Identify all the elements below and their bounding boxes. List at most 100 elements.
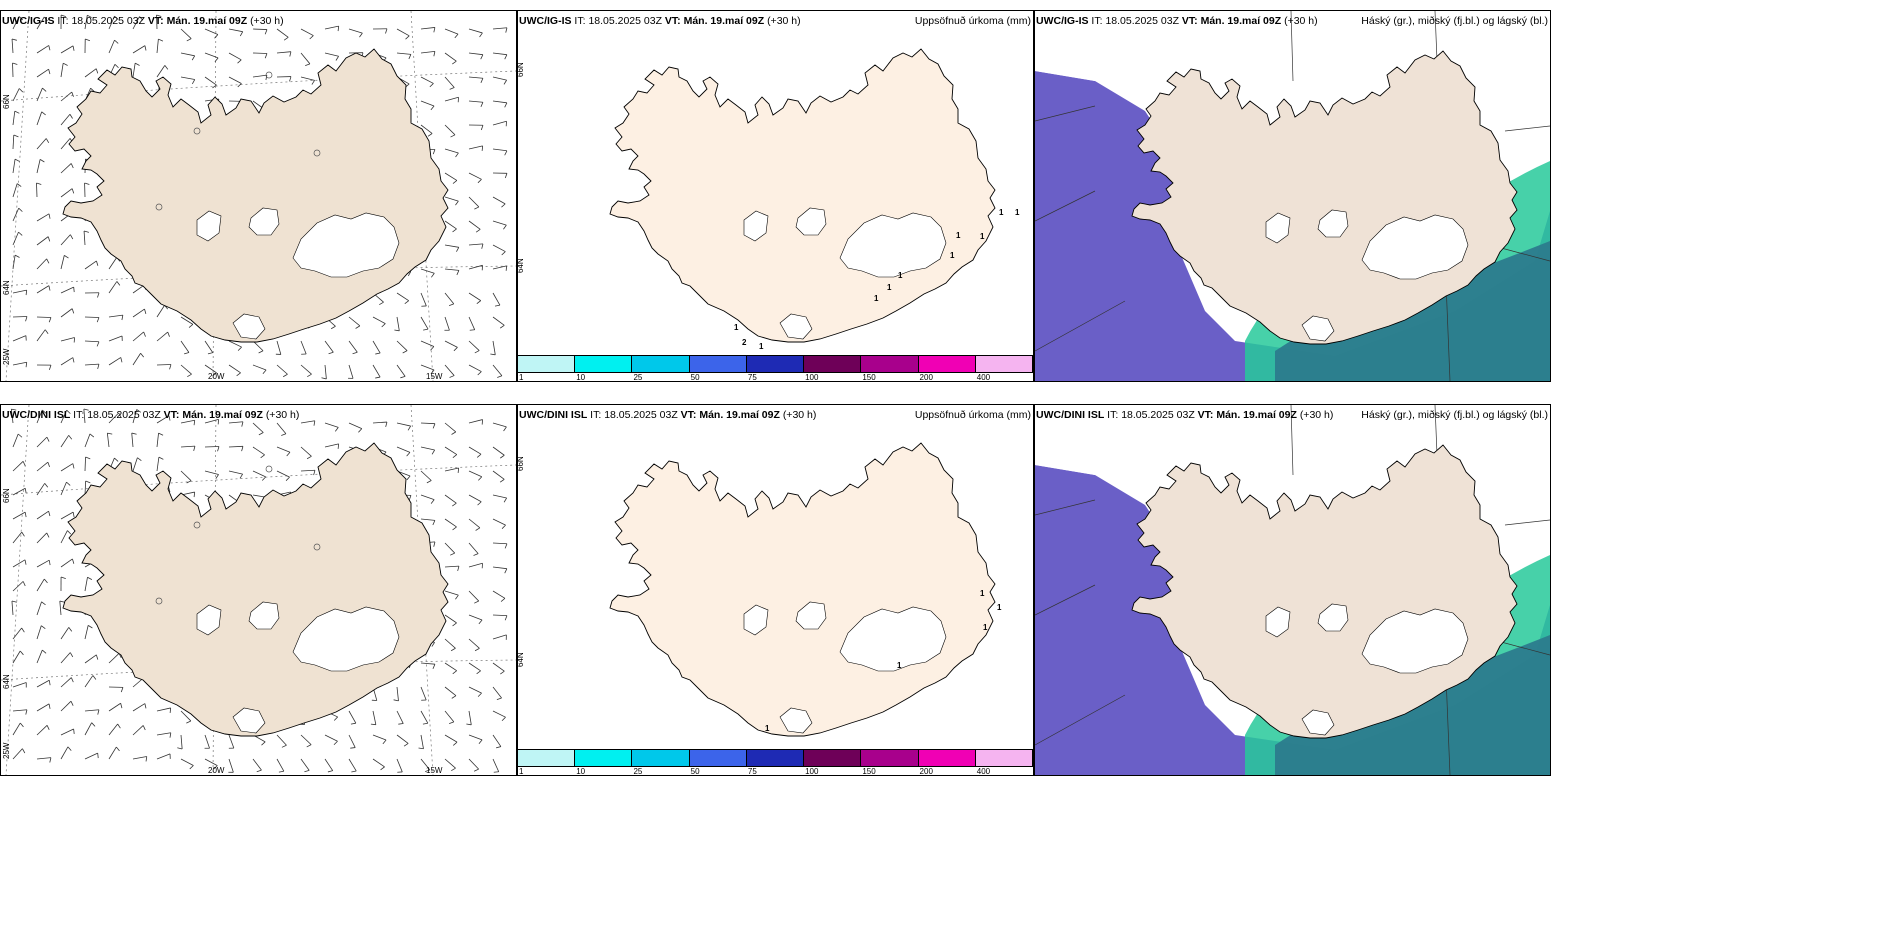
precip-value: 1 bbox=[956, 231, 961, 240]
colorbar-tick-label: 150 bbox=[862, 767, 876, 776]
precip-value: 1 bbox=[897, 661, 902, 670]
colorbar-swatch bbox=[518, 750, 576, 766]
lon-label-25w: 25W bbox=[2, 348, 11, 365]
precip-value: 1 bbox=[980, 589, 985, 598]
precip-value: 1 bbox=[759, 342, 764, 351]
colorbar-tick-label: 75 bbox=[747, 767, 757, 776]
panel-header: UWC/DINI ISL IT: 18.05.2025 03Z VT: Mán.… bbox=[519, 409, 816, 421]
model-name: UWC/DINI ISL bbox=[519, 409, 588, 421]
init-time-label: IT: bbox=[574, 15, 586, 27]
colorbar-swatch bbox=[975, 356, 1033, 372]
precip-value: 1 bbox=[898, 271, 903, 280]
panel-header: UWC/DINI ISL IT: 18.05.2025 03Z VT: Mán.… bbox=[2, 409, 299, 421]
init-time-value: 18.05.2025 03Z bbox=[588, 15, 662, 27]
colorbar-swatch bbox=[804, 356, 862, 372]
colorbar-tick-label: 75 bbox=[747, 373, 757, 382]
lead-time: (+30 h) bbox=[265, 409, 300, 421]
init-time-value: 18.05.2025 03Z bbox=[87, 409, 161, 421]
colorbar-tick-label: 50 bbox=[690, 767, 700, 776]
precip-value: 1 bbox=[765, 724, 770, 733]
precip-value: 1 bbox=[997, 603, 1002, 612]
precip-title: Uppsöfnuð úrkoma (mm) bbox=[914, 15, 1031, 27]
colorbar-tick-label: 400 bbox=[976, 373, 991, 382]
colorbar-swatch bbox=[804, 750, 862, 766]
colorbar-swatch bbox=[575, 750, 633, 766]
iceland-landmass bbox=[609, 442, 996, 737]
lat-label-64n: 64N bbox=[2, 280, 11, 295]
cloud-map bbox=[1035, 11, 1550, 381]
lat-label-66n: 66N bbox=[2, 94, 11, 109]
calm-markers bbox=[155, 465, 321, 605]
colorbar-swatch bbox=[518, 356, 576, 372]
precip-value: 1 bbox=[1015, 208, 1020, 217]
init-time-value: 18.05.2025 03Z bbox=[604, 409, 678, 421]
colorbar-tick-label: 1 bbox=[519, 373, 524, 382]
panel-header: UWC/DINI ISL IT: 18.05.2025 03Z VT: Mán.… bbox=[1036, 409, 1333, 421]
precip-value: 1 bbox=[734, 323, 739, 332]
colorbar-tick-label: 100 bbox=[805, 373, 819, 382]
valid-time-value: Mán. 19.maí 09Z bbox=[683, 15, 765, 27]
lat-label-64n: 64N bbox=[2, 674, 11, 689]
colorbar-tick-label: 25 bbox=[633, 373, 643, 382]
cloud-title: Háský (gr.), miðský (fj.bl.) og lágský (… bbox=[1361, 409, 1548, 421]
model-name: UWC/IG-IS bbox=[2, 15, 55, 27]
init-time-value: 18.05.2025 03Z bbox=[1121, 409, 1195, 421]
panel-header: UWC/IG-IS IT: 18.05.2025 03Z VT: Mán. 19… bbox=[519, 15, 801, 27]
lead-time: (+30 h) bbox=[1284, 15, 1318, 27]
colorbar-swatch bbox=[861, 356, 919, 372]
lon-label-25w: 25W bbox=[2, 742, 11, 759]
lat-label-64n: 64N bbox=[517, 258, 525, 273]
lead-time: (+30 h) bbox=[1299, 409, 1334, 421]
colorbar-swatch bbox=[861, 750, 919, 766]
precip-value: 1 bbox=[887, 283, 892, 292]
valid-time-label: VT: bbox=[680, 409, 697, 421]
init-time-label: IT: bbox=[1091, 15, 1103, 27]
precip-value: 1 bbox=[950, 251, 955, 260]
init-time-label: IT: bbox=[57, 15, 69, 27]
valid-time-label: VT: bbox=[163, 409, 180, 421]
lat-label-66n: 66N bbox=[517, 456, 525, 471]
lat-label-64n: 64N bbox=[517, 652, 525, 667]
wind-panel: 20W 15W 25W 66N 64N UWC/DINI ISL IT: 18.05.20… bbox=[0, 404, 517, 776]
valid-time-label: VT: bbox=[147, 15, 164, 27]
colorbar-tick-label: 200 bbox=[919, 767, 933, 776]
valid-time-label: VT: bbox=[664, 15, 681, 27]
colorbar-tick-label: 1 bbox=[519, 767, 524, 776]
lead-time: (+30 h) bbox=[250, 15, 284, 27]
valid-time-label: VT: bbox=[1197, 409, 1214, 421]
calm-markers bbox=[155, 71, 321, 211]
precip-map bbox=[609, 48, 996, 343]
wind-panel: 20W 15W 25W 66N 64N UWC/IG-IS IT: 18.05.2025 … bbox=[0, 10, 517, 382]
panel-header: UWC/IG-IS IT: 18.05.2025 03Z VT: Mán. 19… bbox=[2, 15, 284, 27]
lon-label-20w: 20W bbox=[208, 766, 225, 775]
colorbar-swatch bbox=[575, 356, 633, 372]
panel-header: UWC/IG-IS IT: 18.05.2025 03Z VT: Mán. 19… bbox=[1036, 15, 1318, 27]
colorbar-tick-label: 25 bbox=[633, 767, 643, 776]
colorbar-swatch bbox=[918, 356, 976, 372]
precip-value: 1 bbox=[999, 208, 1004, 217]
colorbar-swatch bbox=[975, 750, 1033, 766]
colorbar-swatch bbox=[746, 356, 805, 372]
model-name: UWC/IG-IS bbox=[1036, 15, 1089, 27]
valid-time-value: Mán. 19.maí 09Z bbox=[182, 409, 263, 421]
colorbar-ticks: 1 10 25 50 75 100 150 200 400 bbox=[518, 373, 1033, 382]
cloud-panel: UWC/IG-IS IT: 18.05.2025 03Z VT: Mán. 19… bbox=[1034, 10, 1551, 382]
wind-map bbox=[1, 11, 516, 381]
init-time-label: IT: bbox=[73, 409, 85, 421]
precip-colorbar bbox=[518, 355, 1033, 373]
cloud-map bbox=[1035, 405, 1550, 775]
precip-title: Uppsöfnuð úrkoma (mm) bbox=[914, 409, 1031, 421]
lon-label-20w: 20W bbox=[208, 372, 225, 381]
model-name: UWC/DINI ISL bbox=[1036, 409, 1105, 421]
valid-time-value: Mán. 19.maí 09Z bbox=[166, 15, 248, 27]
iceland-landmass bbox=[609, 48, 996, 343]
colorbar-swatch bbox=[689, 356, 747, 372]
precip-map bbox=[609, 442, 996, 737]
colorbar-swatch bbox=[632, 356, 690, 372]
colorbar-tick-label: 150 bbox=[862, 373, 876, 382]
precip-panel: 66N 64N 1 1 1 1 1 1 1 1 1 2 1 1 10 25 50 75 100 150 200 400 UW… bbox=[517, 10, 1034, 382]
lat-label-66n: 66N bbox=[2, 488, 11, 503]
colorbar-tick-label: 100 bbox=[805, 767, 819, 776]
init-time-label: IT: bbox=[1107, 409, 1119, 421]
colorbar-tick-label: 10 bbox=[576, 767, 586, 776]
